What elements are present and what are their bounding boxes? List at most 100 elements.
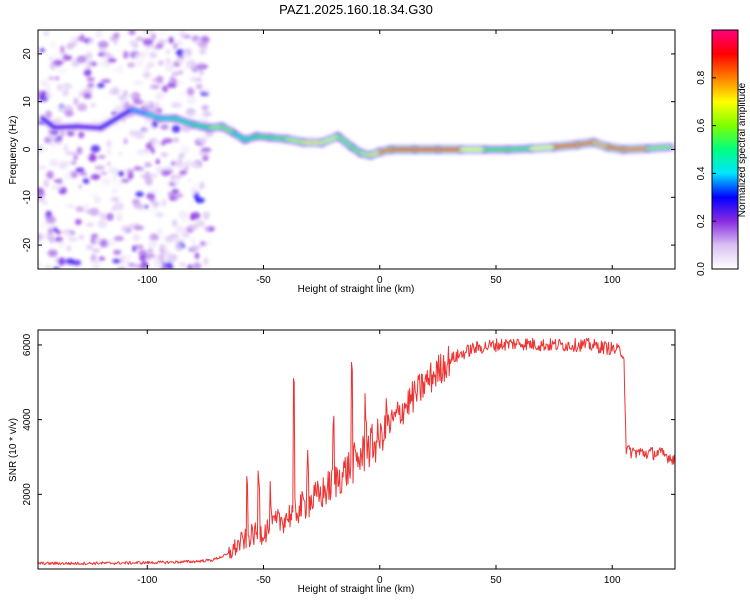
noise-blob: [128, 223, 135, 228]
colorbar: 0.0 0.2 0.4 0.6 0.8 Normalized spectral ampl…: [696, 29, 748, 276]
ridge-segment: [53, 125, 79, 129]
noise-blob: [133, 167, 144, 171]
noise-blob: [194, 252, 200, 260]
noise-blob: [143, 148, 150, 154]
ridge-segment: [506, 147, 533, 151]
noise-blob: [38, 109, 41, 114]
noise-blob: [82, 178, 90, 184]
noise-blob: [160, 244, 168, 252]
colorbar-bar: [711, 29, 739, 270]
noise-blob: [156, 227, 163, 235]
noise-blob: [123, 206, 135, 211]
noise-blob: [171, 219, 178, 227]
noise-blob: [190, 244, 201, 251]
noise-blob: [43, 179, 50, 188]
noise-blob: [120, 224, 131, 233]
noise-blob: [162, 138, 174, 144]
noise-blob: [175, 48, 185, 57]
noise-blob: [192, 262, 202, 269]
noise-blob: [58, 240, 64, 249]
noise-blob: [89, 192, 99, 198]
noise-blob: [187, 107, 195, 114]
noise-blob: [110, 196, 120, 203]
ridge-segment: [232, 131, 247, 142]
noise-blob: [109, 238, 117, 247]
noise-blob: [123, 50, 129, 59]
y-tick-label: 0: [22, 146, 33, 152]
y-tick-label: 20: [22, 48, 33, 60]
ridge-segment: [41, 117, 56, 129]
noise-blob: [148, 188, 160, 194]
noise-blob: [203, 257, 209, 266]
ridge-segment: [350, 145, 363, 155]
noise-blob: [166, 262, 174, 269]
noise-blob: [149, 84, 160, 89]
noise-blob: [47, 249, 58, 257]
noise-blob: [85, 223, 94, 227]
noise-blob: [52, 226, 59, 232]
noise-blob: [62, 161, 74, 166]
noise-blob: [173, 79, 178, 84]
ridge-segment: [369, 150, 381, 157]
ridge-segment: [285, 137, 305, 144]
noise-blob: [113, 37, 118, 46]
noise-blob: [151, 77, 157, 83]
noise-blob: [85, 244, 94, 251]
x-tick-label: -50: [256, 275, 271, 286]
ridge-segment: [552, 143, 579, 149]
noise-blob: [106, 148, 112, 156]
noise-blob: [162, 250, 171, 257]
noise-blob: [70, 36, 76, 43]
noise-blob: [41, 78, 50, 83]
noise-blob: [186, 200, 194, 209]
noise-blob: [178, 152, 185, 159]
noise-blob: [144, 162, 153, 168]
noise-blob: [199, 136, 208, 144]
noise-blob: [63, 144, 69, 152]
noise-blob: [186, 59, 197, 68]
snr-y-axis: 2000 4000 6000: [22, 333, 675, 505]
noise-blob: [42, 200, 48, 206]
noise-blob: [139, 265, 146, 269]
noise-blob: [93, 197, 102, 203]
noise-blob: [184, 166, 189, 171]
noise-blob: [116, 47, 126, 53]
noise-blob: [150, 205, 156, 214]
noise-blob: [116, 212, 124, 219]
noise-blob: [202, 211, 210, 220]
noise-blob: [113, 249, 122, 255]
noise-blob: [87, 83, 95, 88]
noise-blob: [76, 146, 83, 155]
ridge-segment: [576, 141, 595, 146]
noise-blob: [181, 217, 189, 224]
noise-blob: [199, 48, 207, 55]
noise-blob: [147, 239, 158, 248]
noise-blob: [57, 116, 63, 122]
snr-x-label: Height of straight line (km): [298, 584, 415, 595]
noise-blob: [66, 42, 74, 50]
noise-blob: [138, 249, 148, 257]
ridge-segment: [592, 141, 609, 149]
ridge-segment: [192, 123, 212, 130]
noise-blob: [85, 209, 96, 214]
noise-blob: [83, 92, 92, 99]
noise-blob: [202, 156, 209, 161]
noise-blob: [165, 48, 171, 55]
noise-blob: [77, 183, 83, 190]
noise-blob: [108, 166, 119, 175]
noise-blob: [171, 124, 181, 133]
noise-blob: [181, 188, 191, 193]
spectrogram-x-label: Height of straight line (km): [298, 284, 415, 295]
noise-blob: [99, 239, 108, 248]
noise-blob: [59, 45, 65, 54]
noise-blob: [199, 67, 204, 76]
noise-blob: [152, 101, 160, 109]
noise-blob: [114, 123, 123, 132]
noise-blob: [158, 60, 164, 66]
y-tick-label: 10: [22, 96, 33, 108]
noise-blob: [160, 169, 171, 177]
noise-blob: [67, 237, 78, 243]
snr-series-line: [38, 337, 675, 566]
noise-blob: [38, 261, 42, 269]
